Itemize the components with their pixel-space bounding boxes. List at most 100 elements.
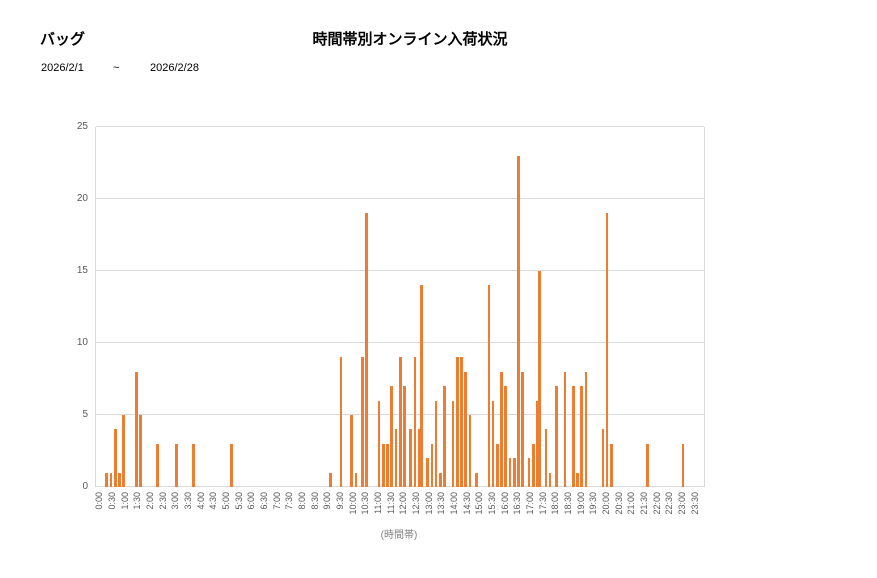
bar-14:35 [468, 415, 472, 487]
x-tick-label-0:30: 0:30 [107, 492, 118, 510]
bar-20:10 [610, 443, 613, 487]
bar-15:50 [500, 371, 503, 487]
bar-19:50 [601, 429, 605, 487]
bar-13:15 [434, 400, 438, 487]
x-tick-label-12:00: 12:00 [398, 492, 409, 515]
bar-13:25 [439, 472, 442, 487]
x-tick-label-10:30: 10:30 [360, 492, 371, 515]
bar-10:30 [365, 213, 368, 487]
bar-13:35 [443, 386, 446, 487]
bar-11:10 [382, 443, 385, 487]
y-tick-label-20: 20 [76, 193, 88, 204]
bar-17:35 [544, 429, 548, 487]
x-tick-label-17:00: 17:00 [525, 492, 536, 515]
gridline-y-15 [96, 270, 704, 271]
gridline-y-25 [96, 126, 704, 127]
bar-11:30 [390, 386, 394, 487]
bar-17:20 [538, 271, 541, 487]
date-to: 2026/2/28 [150, 62, 199, 74]
y-tick-label-25: 25 [76, 121, 88, 132]
x-tick-label-5:00: 5:00 [221, 492, 232, 510]
bar-18:20 [563, 371, 567, 487]
x-tick-label-4:30: 4:30 [208, 492, 219, 510]
bar-19:10 [584, 371, 588, 487]
chart-plot-area [95, 126, 705, 487]
bar-18:50 [576, 472, 579, 487]
y-tick-label-0: 0 [82, 481, 88, 492]
y-tick-label-15: 15 [76, 265, 88, 276]
bar-21:35 [645, 443, 649, 487]
bar-2:15 [156, 443, 159, 487]
x-axis-labels: 0:00 0:30 1:00 1:30 2:00 2:30 3:00 3:30 4:00 4:30… [94, 488, 703, 530]
bar-14:25 [464, 371, 467, 487]
bar-9:05 [329, 472, 332, 487]
bar-23:00 [681, 443, 685, 487]
x-tick-label-20:30: 20:30 [613, 492, 624, 515]
bar-17:45 [548, 472, 552, 487]
date-from: 2026/2/1 [41, 62, 84, 74]
x-tick-label-9:30: 9:30 [335, 492, 346, 510]
page-title: 時間帯別オンライン入荷状況 [312, 31, 508, 48]
date-separator: ~ [113, 62, 120, 74]
x-tick-label-22:30: 22:30 [664, 492, 675, 515]
bar-9:55 [350, 415, 353, 487]
bar-3:40 [192, 443, 195, 487]
x-tick-label-11:30: 11:30 [385, 492, 396, 514]
x-tick-label-3:00: 3:00 [170, 492, 181, 510]
bar-12:15 [409, 429, 413, 487]
bar-12:35 [417, 429, 421, 487]
x-tick-label-0:00: 0:00 [94, 492, 105, 510]
x-tick-label-19:30: 19:30 [588, 492, 599, 515]
bar-14:15 [460, 357, 463, 487]
x-tick-label-9:00: 9:00 [322, 492, 333, 510]
bar-12:00 [403, 386, 406, 487]
x-tick-label-3:30: 3:30 [183, 492, 194, 510]
x-tick-label-16:30: 16:30 [512, 492, 523, 515]
bar-10:20 [360, 357, 364, 487]
x-tick-label-2:00: 2:00 [145, 492, 156, 510]
bar-12:40 [420, 285, 423, 487]
product-label: バッグ [40, 31, 86, 48]
x-tick-label-11:00: 11:00 [373, 492, 384, 514]
x-tick-label-8:30: 8:30 [309, 492, 320, 510]
x-tick-label-5:30: 5:30 [233, 492, 244, 510]
x-tick-label-14:30: 14:30 [461, 492, 472, 515]
bar-13:05 [430, 443, 434, 487]
bar-13:55 [451, 400, 455, 487]
y-tick-label-5: 5 [82, 409, 88, 420]
x-tick-label-8:00: 8:00 [297, 492, 308, 510]
bar-1:35 [139, 415, 142, 487]
x-tick-label-13:00: 13:00 [423, 492, 434, 515]
x-tick-label-15:00: 15:00 [474, 492, 485, 515]
bar-16:00 [504, 386, 508, 487]
bar-12:25 [413, 357, 417, 487]
bar-11:20 [386, 443, 389, 487]
bar-0:45 [118, 472, 121, 487]
x-tick-label-18:30: 18:30 [563, 492, 574, 515]
bar-15:40 [496, 443, 499, 487]
x-tick-label-1:30: 1:30 [132, 492, 143, 510]
bar-18:00 [555, 386, 558, 487]
x-tick-label-15:30: 15:30 [487, 492, 498, 515]
bar-0:35 [113, 429, 117, 487]
x-tick-label-7:00: 7:00 [271, 492, 282, 510]
bar-11:40 [394, 429, 398, 487]
x-tick-label-19:00: 19:00 [575, 492, 586, 515]
x-tick-label-4:00: 4:00 [195, 492, 206, 510]
bar-17:15 [536, 400, 539, 487]
bar-15:20 [487, 285, 491, 487]
bar-16:40 [521, 371, 524, 487]
bar-17:05 [531, 443, 535, 487]
x-tick-label-14:00: 14:00 [449, 492, 460, 515]
x-tick-label-22:00: 22:00 [651, 492, 662, 515]
x-tick-label-21:00: 21:00 [626, 492, 637, 515]
x-axis-title: (時間帯) [380, 530, 418, 541]
bar-9:30 [339, 357, 343, 487]
bar-16:10 [508, 458, 512, 487]
x-tick-label-13:30: 13:30 [436, 492, 447, 515]
bar-5:10 [230, 443, 233, 487]
bar-11:00 [377, 400, 381, 487]
x-tick-label-6:30: 6:30 [259, 492, 270, 510]
bar-14:05 [455, 357, 459, 487]
